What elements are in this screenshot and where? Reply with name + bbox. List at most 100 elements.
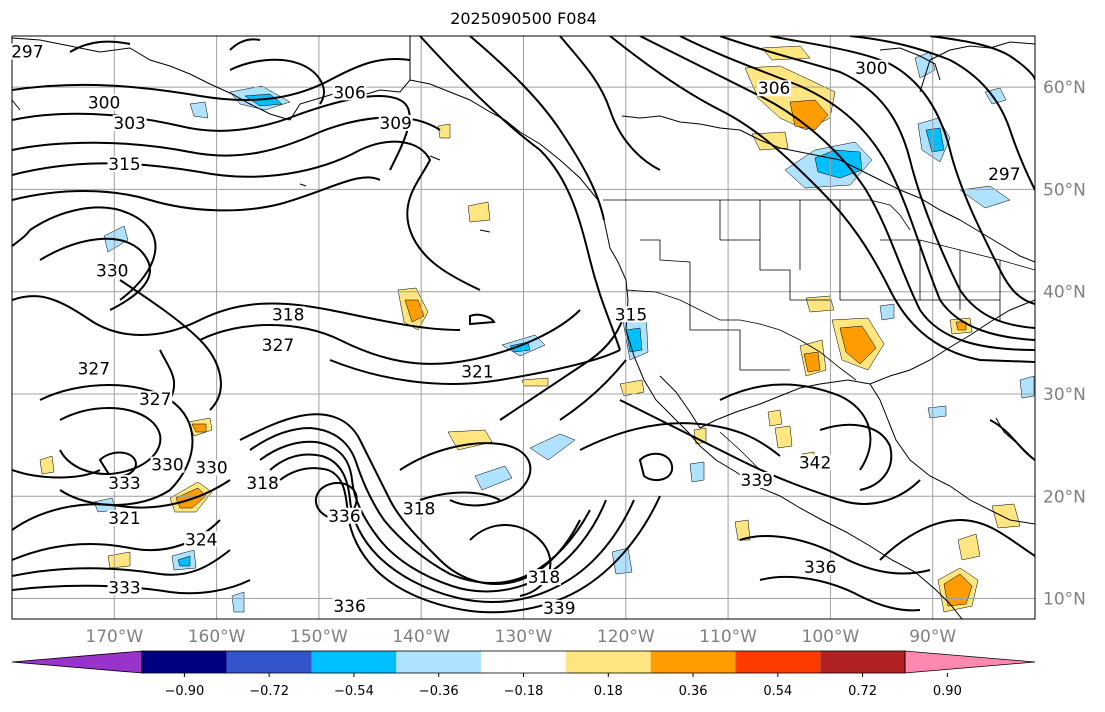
contour-label: 339 xyxy=(543,599,575,619)
contour-label-bg xyxy=(987,166,1022,183)
contour-label-bg xyxy=(10,43,45,60)
contour-label: 318 xyxy=(246,474,278,494)
contour-label-bg xyxy=(332,84,367,101)
contour-label: 336 xyxy=(333,597,365,617)
colorbar-bin xyxy=(565,651,651,673)
contour-label: 318 xyxy=(272,305,304,325)
contour-label-bg xyxy=(613,306,648,323)
contour-label-bg xyxy=(138,391,173,408)
contour-label: 306 xyxy=(758,79,790,99)
longitude-label: 140°W xyxy=(392,627,450,647)
longitude-label: 120°W xyxy=(597,627,655,647)
longitude-label: 110°W xyxy=(699,627,757,647)
contour-label: 324 xyxy=(185,530,217,550)
longitude-label: 130°W xyxy=(495,627,553,647)
colorbar-tick-label: −0.90 xyxy=(164,684,204,699)
contour-label: 309 xyxy=(379,114,411,134)
contour-label: 297 xyxy=(988,165,1020,185)
contour-label-bg xyxy=(107,509,142,526)
latitude-label: 30°N xyxy=(1043,385,1086,405)
latitude-label: 10°N xyxy=(1043,590,1086,610)
contour-label-bg xyxy=(260,336,295,353)
contour-label: 318 xyxy=(403,500,435,520)
contour-label: 300 xyxy=(855,59,887,79)
longitude-label: 90°W xyxy=(909,627,956,647)
contour-label: 297 xyxy=(11,42,43,62)
contour-label-bg xyxy=(854,59,889,76)
contour-label: 315 xyxy=(615,305,647,325)
contour-label-bg xyxy=(194,459,229,476)
contour-label-bg xyxy=(87,94,122,111)
contour-label-bg xyxy=(739,471,774,488)
contour-label: 333 xyxy=(108,474,140,494)
contour-label: 342 xyxy=(799,454,831,474)
contour-label-bg xyxy=(542,599,577,616)
contour-label-bg xyxy=(112,115,147,132)
contour-label-bg xyxy=(460,363,495,380)
map-frame xyxy=(11,35,1036,620)
contour-label: 300 xyxy=(88,94,120,114)
contour-label: 330 xyxy=(151,456,183,476)
contour-label: 303 xyxy=(113,114,145,134)
contour-label-bg xyxy=(798,454,833,471)
colorbar-tick-label: 0.54 xyxy=(763,684,792,699)
contour-label-bg xyxy=(95,262,130,279)
contour-label-bg xyxy=(271,306,306,323)
contour-label-bg xyxy=(803,558,838,575)
colorbar-tick-label: 0.90 xyxy=(933,684,962,699)
contour-label-bg xyxy=(107,475,142,492)
contour-label: 339 xyxy=(741,471,773,491)
latitude-labels: 60°N 50°N 40°N 30°N 20°N 10°N xyxy=(1043,78,1086,609)
colorbar-tick-label: 0.72 xyxy=(848,684,877,699)
contour-label-bg xyxy=(150,456,185,473)
colorbar-tick-label: −0.18 xyxy=(504,684,544,699)
longitude-label: 150°W xyxy=(290,627,348,647)
contour-label: 330 xyxy=(195,459,227,479)
colorbar-bin xyxy=(735,651,821,673)
contour-label: 306 xyxy=(333,83,365,103)
latitude-label: 50°N xyxy=(1043,180,1086,200)
contour-label: 330 xyxy=(96,261,128,281)
contour-label-bg xyxy=(526,569,561,586)
latitude-label: 40°N xyxy=(1043,283,1086,303)
contour-label: 333 xyxy=(108,578,140,598)
contour-label-bg xyxy=(402,500,437,517)
contour-label-bg xyxy=(378,115,413,132)
contour-label: 327 xyxy=(262,336,294,356)
colorbar-tick-label: 0.36 xyxy=(679,684,708,699)
contour-label-bg xyxy=(76,360,111,377)
contour-label-bg xyxy=(757,80,792,97)
colorbar-tick-label: −0.36 xyxy=(419,684,459,699)
political-borders xyxy=(603,199,1035,471)
contour-label-bg xyxy=(184,531,219,548)
colorbar: −0.90 −0.72 −0.54 −0.36 −0.18 0.18 0.36 0.54 0.7… xyxy=(11,650,1036,699)
latitude-label: 20°N xyxy=(1043,487,1086,507)
longitude-label: 100°W xyxy=(802,627,860,647)
colorbar-bin xyxy=(820,651,905,673)
contour-label: 315 xyxy=(108,155,140,175)
contour-lines xyxy=(12,36,1035,614)
colorbar-extend-min xyxy=(11,650,143,674)
contour-label-bg xyxy=(245,475,280,492)
contour-label: 336 xyxy=(804,558,836,578)
contour-label-bg xyxy=(327,507,362,524)
colorbar-bin xyxy=(650,651,736,673)
colorbar-bin xyxy=(142,651,227,673)
contour-label: 321 xyxy=(108,509,140,529)
contour-label: 321 xyxy=(461,363,493,383)
colorbar-tick-label: 0.18 xyxy=(594,684,623,699)
longitude-label: 160°W xyxy=(188,627,246,647)
colorbar-bin xyxy=(481,651,566,673)
contour-label: 327 xyxy=(139,390,171,410)
longitude-label: 170°W xyxy=(85,627,143,647)
colorbar-extend-max xyxy=(904,650,1036,674)
plot-title: 2025090500 F084 xyxy=(450,9,597,28)
colorbar-bin xyxy=(226,651,312,673)
contour-label: 336 xyxy=(328,507,360,527)
coastlines xyxy=(12,36,1035,619)
contour-label: 327 xyxy=(78,359,110,379)
contour-label-bg xyxy=(107,155,142,172)
longitude-labels: 170°W 160°W 150°W 140°W 130°W 120°W 110°W 100°W… xyxy=(85,627,956,647)
contour-labels: 2973003033153063093303183273213273273153… xyxy=(10,42,1022,619)
colorbar-tick-label: −0.54 xyxy=(334,684,374,699)
